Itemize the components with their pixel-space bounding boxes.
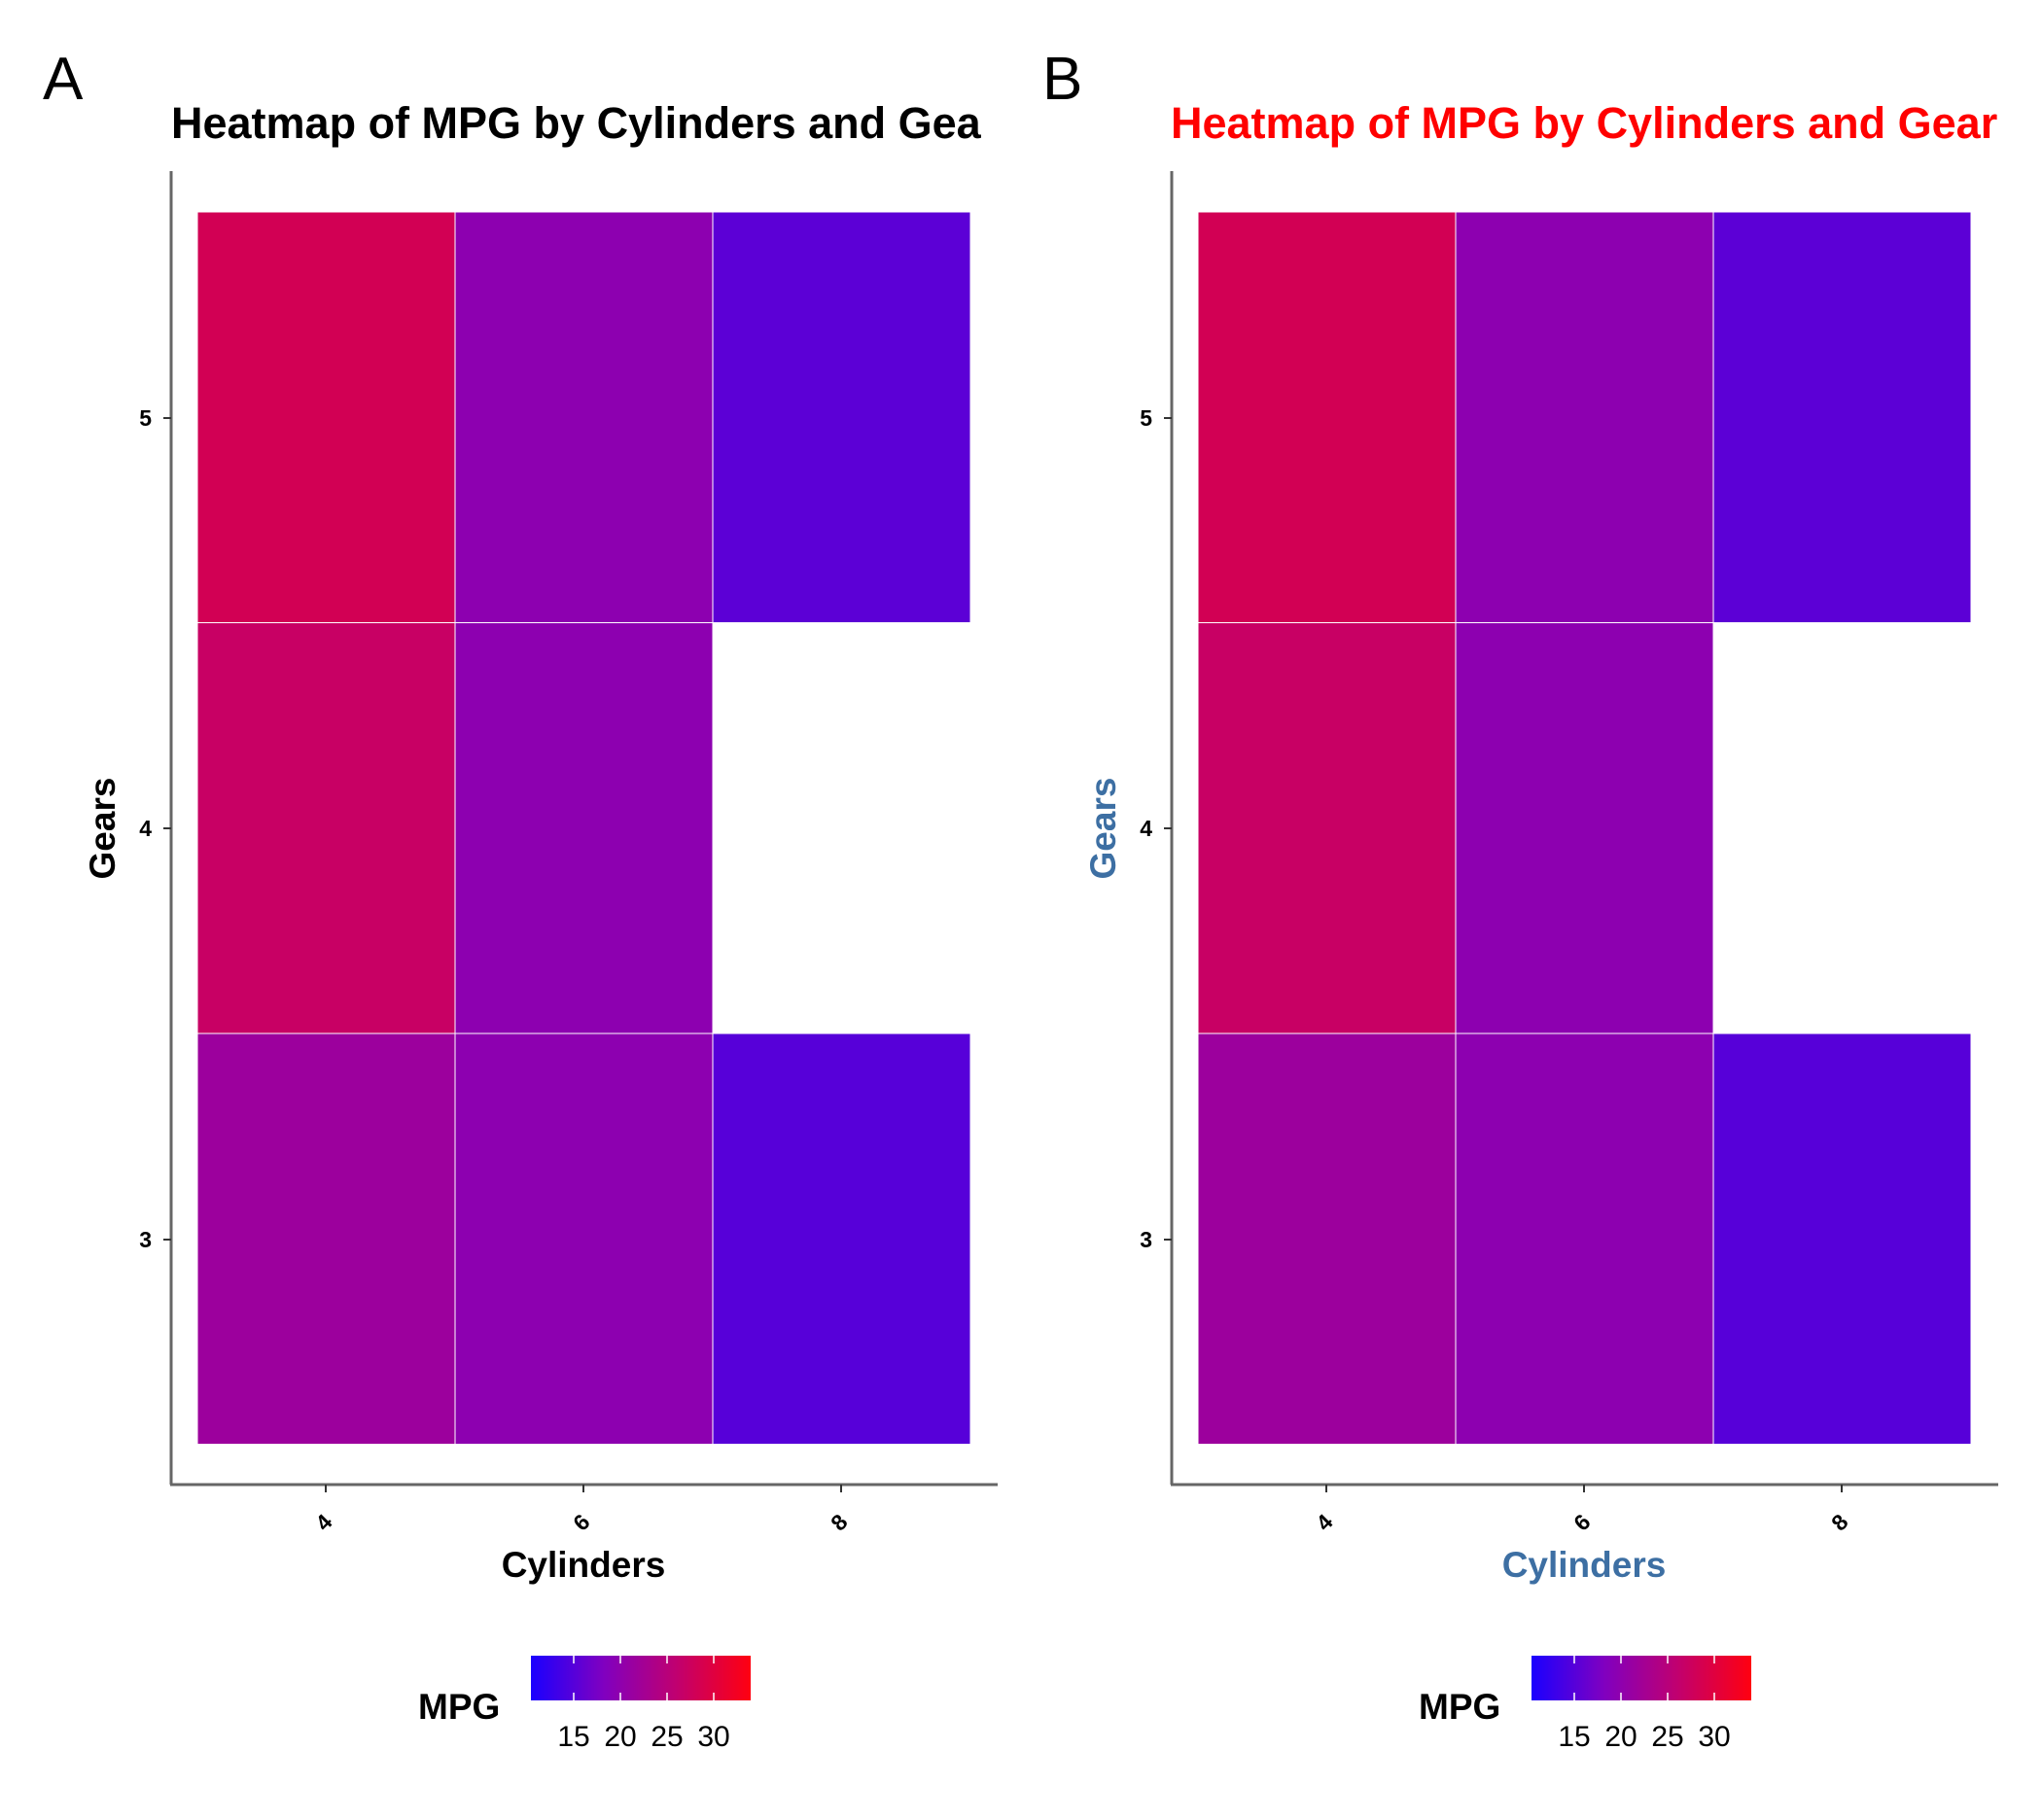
legend-tick-label: 30 [697, 1721, 729, 1753]
legend-tick-label: 30 [1698, 1721, 1730, 1753]
heatmap-cells [196, 211, 971, 1445]
heatmap-cell [196, 211, 456, 623]
heatmap-cell [1197, 1032, 1457, 1445]
panel-a: A Heatmap of MPG by Cylinders and Gea 3 … [43, 46, 998, 1753]
chart-title: Heatmap of MPG by Cylinders and Gear [1171, 98, 1997, 148]
x-tick-label: 6 [1568, 1509, 1595, 1535]
heatmap-cell [1455, 211, 1714, 623]
y-tick-label: 4 [1140, 816, 1152, 841]
y-tick-label: 4 [139, 816, 152, 841]
y-ticks: 3 4 5 [1140, 405, 1172, 1252]
color-bar [531, 1656, 751, 1700]
legend-tick-label: 15 [557, 1721, 589, 1753]
x-ticks: 4 6 8 [1311, 1485, 1853, 1536]
legend-tick-label: 25 [1651, 1721, 1683, 1753]
heatmap-cell [1197, 622, 1457, 1034]
x-tick-label: 8 [1826, 1509, 1853, 1536]
panel-letter: A [43, 46, 84, 113]
x-ticks: 4 6 8 [310, 1485, 853, 1536]
legend-tick-label: 20 [604, 1721, 636, 1753]
heatmap-cell [1712, 1032, 1972, 1445]
heatmap-cell [712, 1032, 971, 1445]
legend-title: MPG [418, 1687, 500, 1727]
heatmap-cell [196, 622, 456, 1034]
heatmap-cell [1197, 211, 1457, 623]
heatmap-cells [1197, 211, 1972, 1445]
x-tick-label: 4 [310, 1509, 337, 1536]
x-tick-label: 4 [1311, 1509, 1338, 1536]
x-axis-title: Cylinders [1502, 1545, 1667, 1585]
heatmap-cell [454, 1032, 714, 1445]
heatmap-cell [1455, 622, 1714, 1034]
legend-tick-label: 15 [1558, 1721, 1590, 1753]
heatmap-cell [454, 622, 714, 1034]
y-tick-label: 5 [1140, 405, 1152, 431]
chart-title: Heatmap of MPG by Cylinders and Gea [171, 98, 982, 148]
x-tick-label: 8 [826, 1509, 853, 1536]
heatmap-cell [196, 1032, 456, 1445]
x-tick-label: 6 [568, 1509, 594, 1535]
heatmap-cell [454, 211, 714, 623]
color-bar [1532, 1656, 1751, 1700]
panel-letter: B [1042, 46, 1082, 113]
x-axis-title: Cylinders [502, 1545, 666, 1585]
y-axis-title: Gears [83, 778, 123, 880]
panel-b: B Heatmap of MPG by Cylinders and Gear 3… [1042, 46, 1998, 1753]
y-tick-label: 3 [139, 1227, 152, 1252]
heatmap-cell [1455, 1032, 1714, 1445]
y-ticks: 3 4 5 [139, 405, 171, 1252]
y-axis-title: Gears [1083, 778, 1123, 880]
legend: MPG 15 20 25 30 [1419, 1656, 1751, 1753]
legend-title: MPG [1419, 1687, 1500, 1727]
legend-tick-label: 25 [651, 1721, 683, 1753]
legend: MPG 15 20 25 30 [418, 1656, 751, 1753]
y-tick-label: 5 [139, 405, 152, 431]
y-tick-label: 3 [1140, 1227, 1152, 1252]
heatmap-cell [712, 211, 971, 623]
legend-tick-label: 20 [1604, 1721, 1637, 1753]
heatmap-cell [1712, 211, 1972, 623]
